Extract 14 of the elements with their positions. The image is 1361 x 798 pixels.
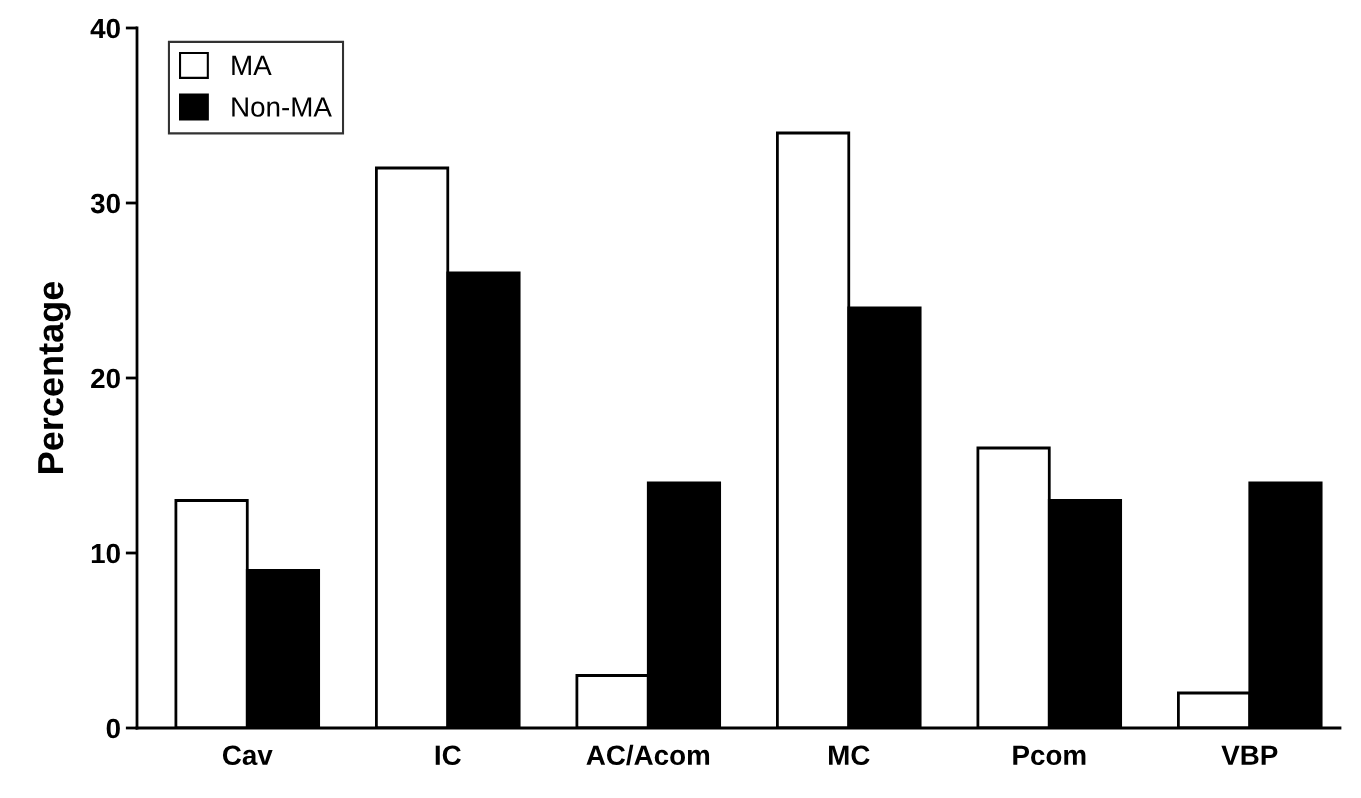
y-tick-label: 20 (91, 368, 120, 389)
legend-label: Non-MA (232, 97, 332, 117)
legend-label: MA (232, 55, 272, 75)
x-tick-label: AC/Acom (586, 744, 710, 766)
y-tick-label: 30 (90, 193, 120, 214)
x-tick-label: MC (829, 745, 870, 766)
x-tick-label: Pcom (1013, 745, 1086, 766)
x-tick-label: Cav (222, 745, 273, 766)
y-tick-label: 10 (91, 543, 120, 564)
y-axis-title: Percentage (38, 281, 71, 473)
x-tick-label: VBP (1221, 745, 1278, 765)
x-tick-label: IC (435, 745, 461, 766)
y-tick-label: 0 (106, 718, 120, 739)
y-tick-label: 40 (90, 18, 120, 39)
